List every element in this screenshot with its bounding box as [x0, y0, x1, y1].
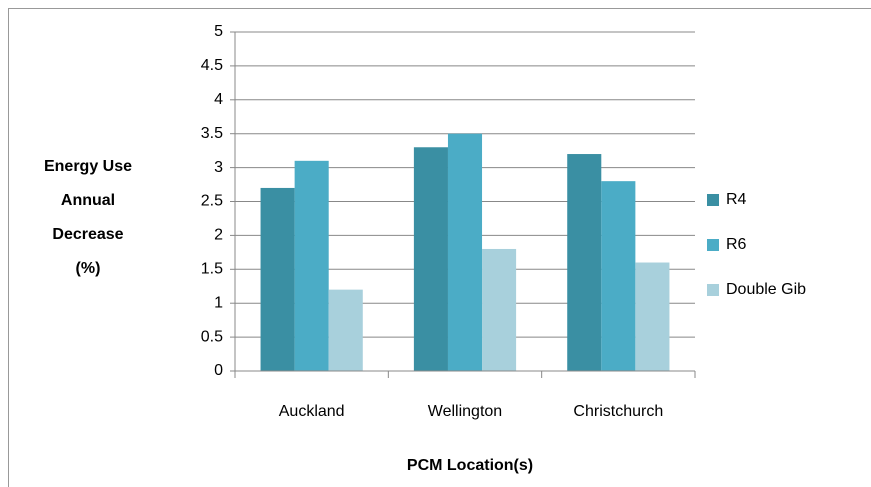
- chart-frame: [8, 8, 871, 487]
- y-tick-label: 3: [214, 159, 223, 176]
- x-tick-label: Wellington: [428, 403, 502, 420]
- bar: [601, 181, 636, 371]
- bar: [567, 154, 602, 371]
- bar: [635, 262, 670, 371]
- bar: [294, 160, 329, 371]
- legend-label: R6: [726, 236, 747, 253]
- bar: [260, 187, 295, 371]
- legend-swatch: [707, 194, 719, 206]
- legend-swatch: [707, 239, 719, 251]
- legend-label: Double Gib: [726, 281, 806, 298]
- bar: [328, 289, 363, 371]
- y-tick-label: 1: [214, 294, 223, 311]
- y-tick-label: 0: [214, 362, 223, 379]
- y-tick-label: 1.5: [201, 261, 223, 278]
- x-tick-label: Auckland: [279, 403, 345, 420]
- y-axis-label: Annual: [61, 192, 115, 209]
- y-axis-label: Energy Use: [44, 158, 132, 175]
- y-tick-label: 4: [214, 91, 223, 108]
- y-tick-label: 4.5: [201, 57, 223, 74]
- bar: [413, 147, 448, 371]
- y-tick-label: 2: [214, 227, 223, 244]
- y-tick-label: 2.5: [201, 193, 223, 210]
- bar: [482, 248, 517, 371]
- y-tick-label: 5: [214, 23, 223, 40]
- y-tick-label: 3.5: [201, 125, 223, 142]
- x-axis-label: PCM Location(s): [407, 457, 533, 474]
- y-tick-label: 0.5: [201, 328, 223, 345]
- bar: [447, 133, 483, 371]
- y-axis-label: Decrease: [52, 226, 123, 243]
- legend-swatch: [707, 284, 719, 296]
- y-axis-label: (%): [76, 260, 101, 277]
- legend-label: R4: [726, 191, 747, 208]
- x-tick-label: Christchurch: [573, 403, 663, 420]
